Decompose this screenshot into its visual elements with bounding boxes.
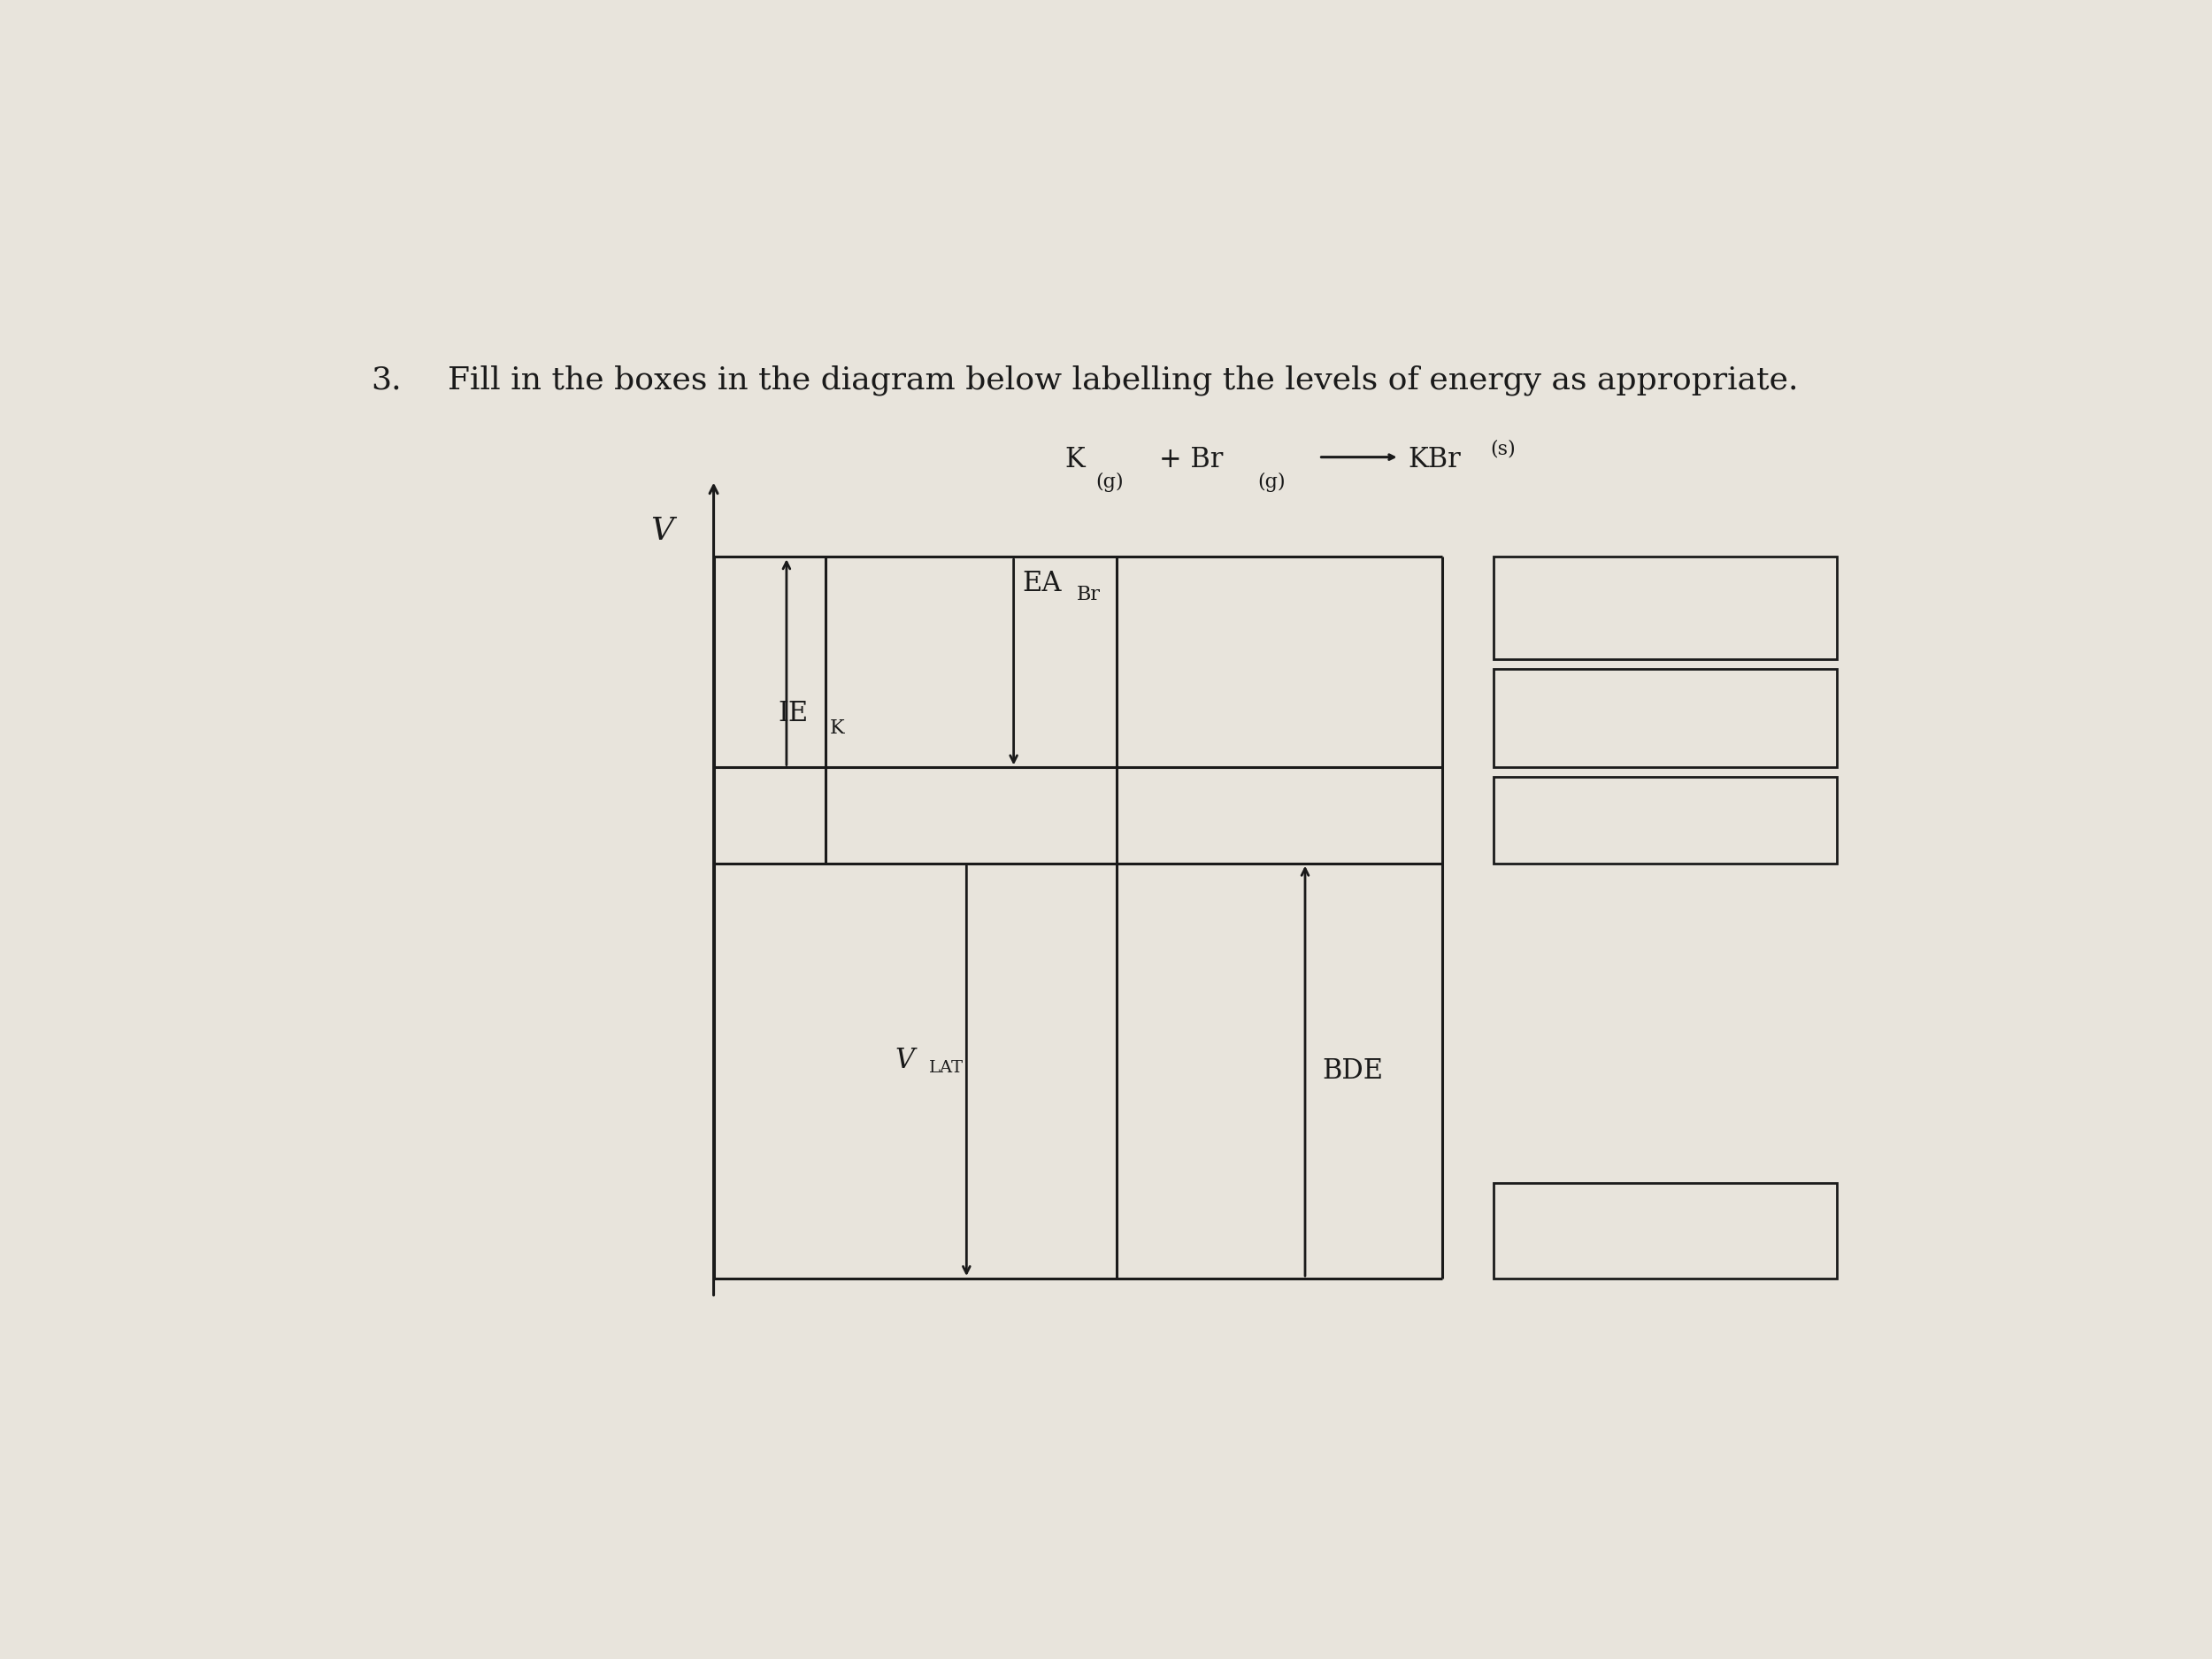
- Text: V: V: [894, 1047, 914, 1075]
- Text: Br: Br: [1077, 586, 1102, 604]
- Bar: [1493, 669, 1836, 768]
- Text: 3.: 3.: [372, 365, 400, 395]
- Text: K: K: [830, 718, 845, 738]
- Bar: [1493, 776, 1836, 863]
- Text: + Br: + Br: [1159, 446, 1223, 473]
- Text: EA: EA: [1022, 569, 1062, 597]
- Bar: [1493, 557, 1836, 659]
- Text: BDE: BDE: [1323, 1057, 1382, 1085]
- Text: K: K: [1066, 446, 1086, 473]
- Text: (g): (g): [1095, 473, 1124, 493]
- Text: KBr: KBr: [1409, 446, 1460, 473]
- Text: Fill in the boxes in the diagram below labelling the levels of energy as appropr: Fill in the boxes in the diagram below l…: [447, 365, 1798, 395]
- Text: (s): (s): [1491, 440, 1515, 460]
- Bar: [1493, 1183, 1836, 1279]
- Text: V: V: [650, 516, 675, 546]
- Text: (g): (g): [1256, 473, 1285, 493]
- Text: IE: IE: [779, 700, 807, 727]
- Text: LAT: LAT: [929, 1060, 964, 1077]
